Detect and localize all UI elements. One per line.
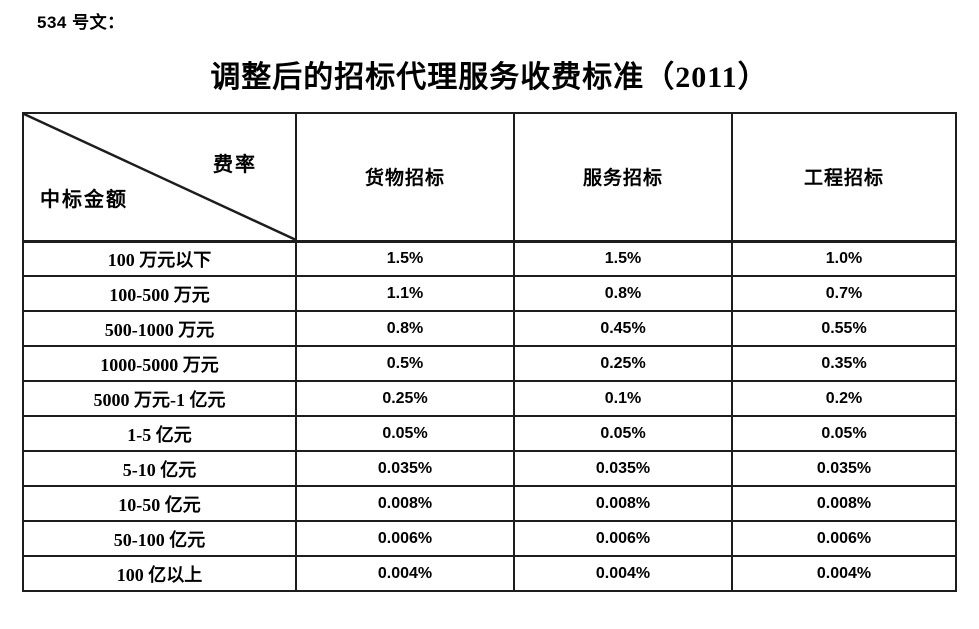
fee-value: 1.1%	[295, 275, 515, 312]
row-label: 100-500 万元	[22, 275, 297, 312]
column-header-engineering: 工程招标	[731, 112, 957, 243]
table-row: 100-500 万元 1.1% 0.8% 0.7%	[22, 275, 957, 312]
table-row: 10-50 亿元 0.008% 0.008% 0.008%	[22, 485, 957, 522]
header-row: 费率 中标金额 货物招标 服务招标 工程招标	[22, 112, 957, 243]
row-label: 1000-5000 万元	[22, 345, 297, 382]
fee-value: 0.035%	[731, 450, 957, 487]
column-header-service: 服务招标	[513, 112, 733, 243]
corner-label-bid-amount: 中标金额	[40, 188, 128, 211]
row-label: 500-1000 万元	[22, 310, 297, 347]
fee-value: 0.006%	[513, 520, 733, 557]
page-title: 调整后的招标代理服务收费标准（2011）	[210, 61, 769, 94]
fee-value: 0.008%	[731, 485, 957, 522]
fee-value: 0.05%	[731, 415, 957, 452]
fee-value: 0.004%	[513, 555, 733, 592]
fee-value: 1.5%	[295, 240, 515, 277]
fee-value: 0.008%	[513, 485, 733, 522]
table-row: 1-5 亿元 0.05% 0.05% 0.05%	[22, 415, 957, 452]
diagonal-line	[24, 114, 295, 240]
doc-number: 534 号文：	[37, 13, 125, 32]
fee-value: 0.004%	[731, 555, 957, 592]
fee-table: 费率 中标金额 货物招标 服务招标 工程招标 100 万元以下 1.5% 1.5…	[22, 112, 957, 592]
table-row: 1000-5000 万元 0.5% 0.25% 0.35%	[22, 345, 957, 382]
fee-value: 0.05%	[513, 415, 733, 452]
fee-value: 0.035%	[295, 450, 515, 487]
fee-value: 1.5%	[513, 240, 733, 277]
table-row: 50-100 亿元 0.006% 0.006% 0.006%	[22, 520, 957, 557]
row-label: 10-50 亿元	[22, 485, 297, 522]
fee-value: 0.006%	[731, 520, 957, 557]
fee-value: 0.2%	[731, 380, 957, 417]
table-row: 5-10 亿元 0.035% 0.035% 0.035%	[22, 450, 957, 487]
row-label: 1-5 亿元	[22, 415, 297, 452]
fee-value: 0.05%	[295, 415, 515, 452]
row-label: 50-100 亿元	[22, 520, 297, 557]
fee-value: 0.45%	[513, 310, 733, 347]
table-row: 500-1000 万元 0.8% 0.45% 0.55%	[22, 310, 957, 347]
fee-value: 0.5%	[295, 345, 515, 382]
fee-value: 0.008%	[295, 485, 515, 522]
fee-value: 0.8%	[513, 275, 733, 312]
fee-value: 0.55%	[731, 310, 957, 347]
column-header-goods: 货物招标	[295, 112, 515, 243]
table-row: 100 万元以下 1.5% 1.5% 1.0%	[22, 240, 957, 277]
fee-value: 0.004%	[295, 555, 515, 592]
row-label: 5000 万元-1 亿元	[22, 380, 297, 417]
table-row: 5000 万元-1 亿元 0.25% 0.1% 0.2%	[22, 380, 957, 417]
fee-value: 0.25%	[295, 380, 515, 417]
table-row: 100 亿以上 0.004% 0.004% 0.004%	[22, 555, 957, 592]
corner-header-cell: 费率 中标金额	[22, 112, 297, 243]
row-label: 5-10 亿元	[22, 450, 297, 487]
row-label: 100 万元以下	[22, 240, 297, 277]
fee-value: 1.0%	[731, 240, 957, 277]
fee-value: 0.035%	[513, 450, 733, 487]
fee-value: 0.1%	[513, 380, 733, 417]
fee-value: 0.25%	[513, 345, 733, 382]
row-label: 100 亿以上	[22, 555, 297, 592]
fee-value: 0.7%	[731, 275, 957, 312]
fee-value: 0.35%	[731, 345, 957, 382]
fee-value: 0.006%	[295, 520, 515, 557]
fee-value: 0.8%	[295, 310, 515, 347]
corner-label-fee-rate: 费率	[213, 154, 257, 176]
